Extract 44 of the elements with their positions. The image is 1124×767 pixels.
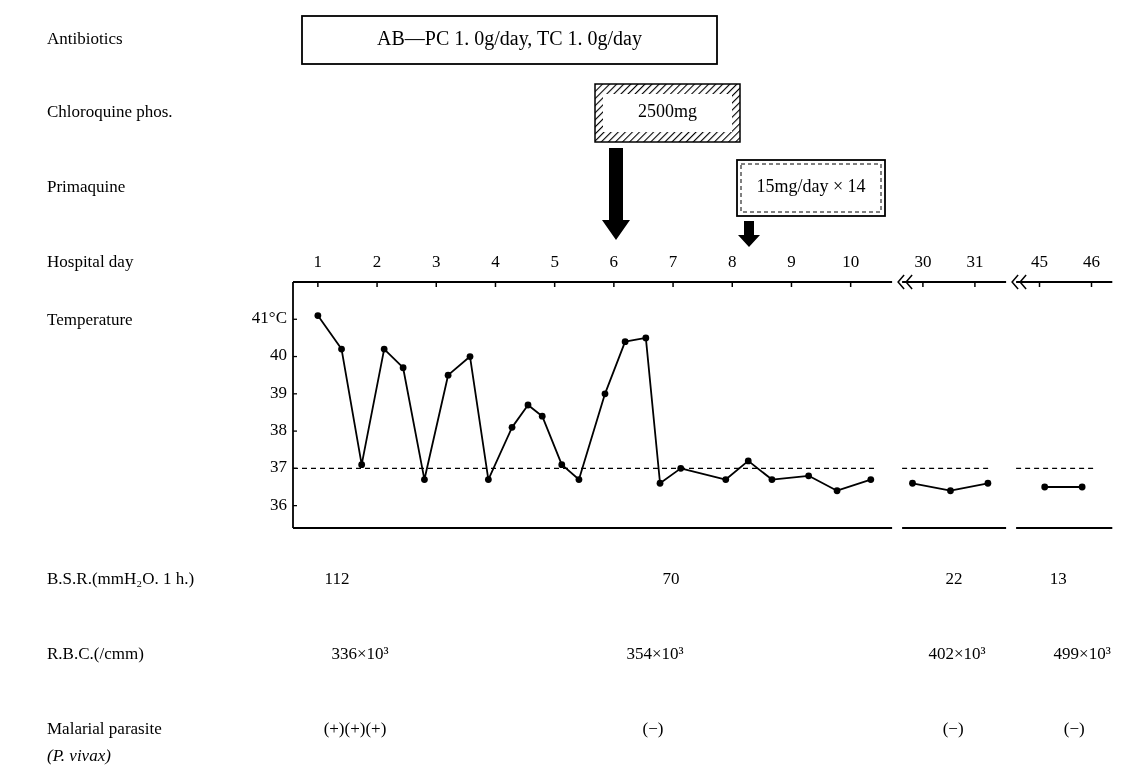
y-tick-label: 38: [270, 420, 287, 439]
x-tick-label: 46: [1083, 251, 1100, 271]
x-tick-label: 6: [609, 251, 619, 271]
x-tick-label: 1: [313, 251, 323, 271]
text: Antibiotics: [47, 28, 123, 48]
text: 499×10³: [1053, 643, 1111, 663]
text: AB—PC 1. 0g/day, TC 1. 0g/day: [376, 26, 643, 50]
x-tick-label: 30: [914, 251, 932, 271]
x-tick-label: 2: [372, 251, 382, 271]
x-tick-label: 3: [432, 251, 441, 271]
y-tick-label: 39: [270, 382, 287, 402]
text: 2500mg: [637, 101, 698, 122]
text: Malarial parasite: [47, 718, 162, 738]
x-tick-label: 4: [491, 251, 501, 271]
y-tick-label: 41°C: [251, 308, 287, 328]
text: Hospital day: [47, 251, 134, 271]
y-tick-label: 37: [270, 457, 288, 477]
text: 354×10³: [626, 643, 684, 663]
text: (+)(+)(+): [323, 718, 387, 738]
text: 15mg/day × 14: [756, 176, 866, 197]
text: Primaquine: [47, 176, 126, 196]
text: 336×10³: [331, 643, 389, 663]
x-tick-label: 7: [668, 251, 678, 271]
x-tick-label: 5: [550, 251, 559, 271]
x-tick-label: 10: [842, 251, 860, 271]
text: (−): [642, 718, 664, 738]
y-tick-label: 36: [270, 494, 287, 514]
text: B.S.R.(mmH₂O. 1 h.): [47, 568, 195, 588]
text: 112: [324, 568, 350, 588]
text: (−): [942, 718, 964, 738]
text: (P. vivax): [47, 745, 112, 765]
text: (−): [1063, 718, 1085, 738]
x-tick-label: 9: [787, 251, 796, 271]
text: 13: [1049, 568, 1067, 588]
y-tick-label: 40: [270, 345, 287, 365]
x-tick-label: 45: [1031, 251, 1048, 271]
text: R.B.C.(/cmm): [47, 643, 144, 663]
text: 70: [662, 568, 680, 588]
x-tick-label: 31: [966, 251, 984, 271]
text: Chloroquine phos.: [47, 101, 173, 121]
x-tick-label: 8: [728, 251, 737, 271]
text: Temperature: [47, 309, 133, 329]
text: 402×10³: [928, 643, 986, 663]
text: 22: [945, 568, 963, 588]
